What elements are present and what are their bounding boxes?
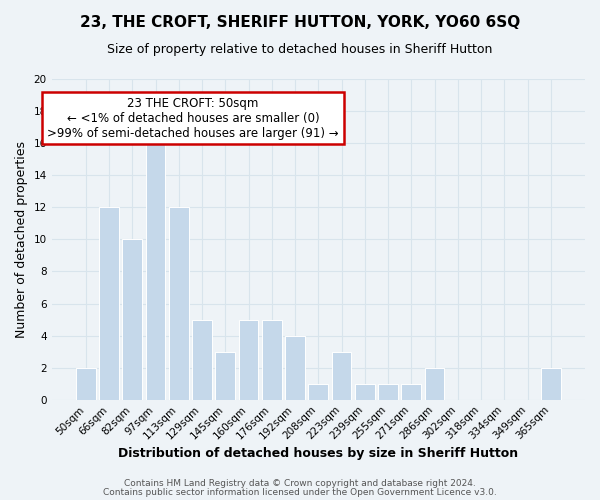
- Bar: [76, 368, 95, 400]
- Bar: [401, 384, 421, 400]
- Text: Contains public sector information licensed under the Open Government Licence v3: Contains public sector information licen…: [103, 488, 497, 497]
- Bar: [99, 208, 119, 400]
- Bar: [541, 368, 561, 400]
- Bar: [332, 352, 352, 400]
- Text: 23 THE CROFT: 50sqm
← <1% of detached houses are smaller (0)
>99% of semi-detach: 23 THE CROFT: 50sqm ← <1% of detached ho…: [47, 96, 339, 140]
- Bar: [378, 384, 398, 400]
- Bar: [122, 240, 142, 400]
- X-axis label: Distribution of detached houses by size in Sheriff Hutton: Distribution of detached houses by size …: [118, 447, 518, 460]
- Bar: [262, 320, 282, 400]
- Bar: [308, 384, 328, 400]
- Bar: [355, 384, 375, 400]
- Text: Contains HM Land Registry data © Crown copyright and database right 2024.: Contains HM Land Registry data © Crown c…: [124, 478, 476, 488]
- Text: Size of property relative to detached houses in Sheriff Hutton: Size of property relative to detached ho…: [107, 42, 493, 56]
- Bar: [239, 320, 259, 400]
- Bar: [425, 368, 445, 400]
- Bar: [146, 143, 166, 400]
- Text: 23, THE CROFT, SHERIFF HUTTON, YORK, YO60 6SQ: 23, THE CROFT, SHERIFF HUTTON, YORK, YO6…: [80, 15, 520, 30]
- Bar: [169, 208, 188, 400]
- Y-axis label: Number of detached properties: Number of detached properties: [15, 141, 28, 338]
- Bar: [192, 320, 212, 400]
- Bar: [285, 336, 305, 400]
- Bar: [215, 352, 235, 400]
